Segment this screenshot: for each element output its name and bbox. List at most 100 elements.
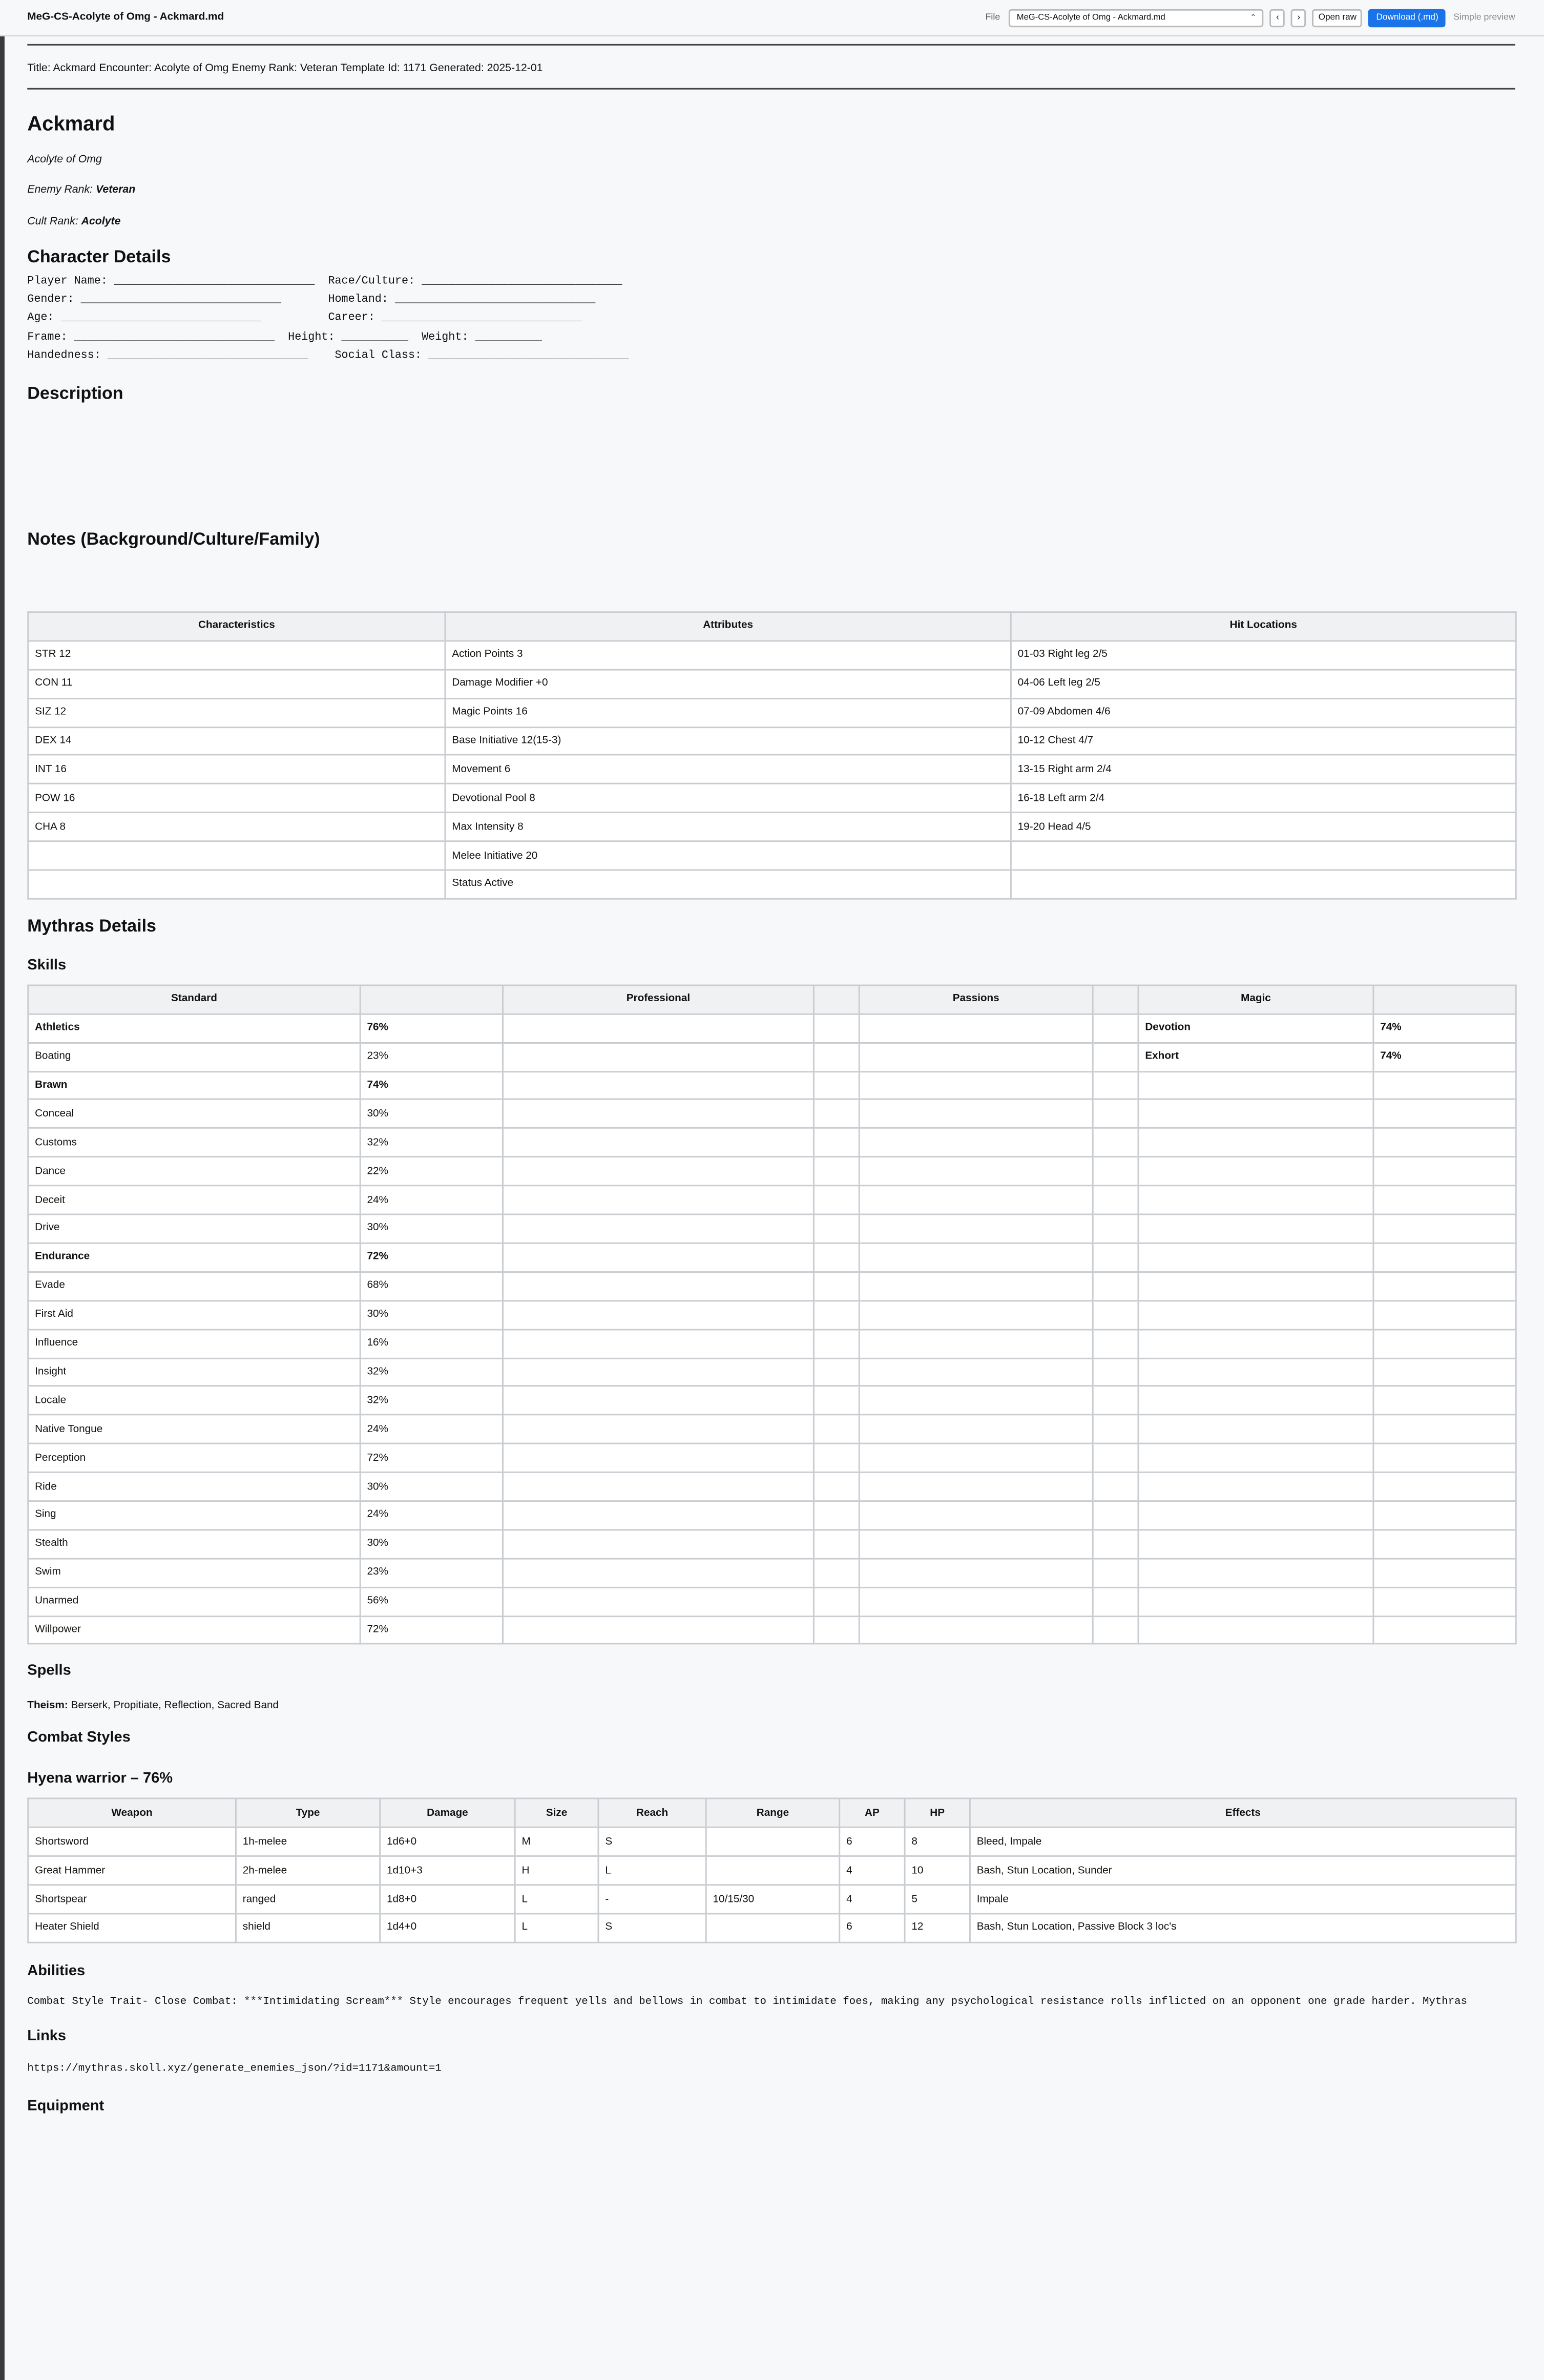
skill-value: 32% — [359, 1357, 504, 1388]
skill-name: Customs — [27, 1127, 361, 1158]
header-cell: Characteristics — [27, 611, 446, 642]
row: Influence 16% — [27, 1328, 1517, 1359]
simple-preview[interactable]: Simple preview — [1453, 13, 1515, 23]
sub-heading: Links — [27, 2028, 67, 2045]
file-select[interactable]: MeG-CS-Acolyte of Omg - Ackmard.md — [1009, 9, 1264, 28]
cell — [502, 1385, 815, 1416]
cell — [1372, 1070, 1517, 1101]
cell — [1372, 1213, 1517, 1244]
table: Characteristics Attributes Hit Locations ST… — [27, 611, 1517, 900]
cell — [1092, 1185, 1139, 1215]
sub-heading: Hyena warrior – 76% — [27, 1771, 173, 1788]
header-cell — [359, 984, 504, 1015]
cell — [1137, 1099, 1374, 1129]
cell — [812, 1042, 860, 1072]
skill-name: Deceit — [27, 1185, 361, 1215]
cell — [858, 1443, 1094, 1474]
cell: 13-15 Right arm 2/4 — [1010, 754, 1517, 785]
cell — [1092, 1271, 1139, 1301]
cell — [1092, 1156, 1139, 1187]
cell: Melee Initiative 20 — [444, 840, 1012, 871]
cell — [1137, 1271, 1374, 1301]
cell: S — [597, 1913, 707, 1943]
header-cell: Reach — [597, 1798, 707, 1829]
cell: H — [514, 1855, 599, 1886]
cell — [1092, 1557, 1139, 1588]
left-edge — [0, 0, 5, 2380]
subtitle: Acolyte of Omg — [27, 152, 102, 165]
download-button[interactable]: Download (.md) — [1368, 9, 1446, 28]
cell: DEX 14 — [27, 726, 446, 756]
skill-value: 24% — [359, 1185, 504, 1215]
cell — [1092, 1528, 1139, 1559]
cell — [1372, 1443, 1517, 1474]
skill-name: Locale — [27, 1385, 361, 1416]
skill-value: 30% — [359, 1528, 504, 1559]
header-cell: Standard — [27, 984, 361, 1015]
cell — [502, 1185, 815, 1215]
skill-name: Unarmed — [27, 1586, 361, 1617]
cell: 12 — [904, 1913, 971, 1943]
row: Stealth 30% — [27, 1528, 1517, 1559]
skill-value: 30% — [359, 1472, 504, 1502]
cell — [858, 1185, 1094, 1215]
open-raw-button[interactable]: Open raw — [1312, 9, 1363, 28]
cell — [812, 1099, 860, 1129]
cell: Impale — [969, 1884, 1517, 1915]
prev-button[interactable]: ‹ — [1270, 9, 1285, 28]
cell — [812, 1299, 860, 1330]
skill-value: 30% — [359, 1213, 504, 1244]
cell — [502, 1242, 815, 1273]
header-cell: Weapon — [27, 1798, 237, 1829]
cell — [812, 1385, 860, 1416]
header-cell: AP — [839, 1798, 906, 1829]
skill-value: 74% — [1372, 1013, 1517, 1044]
row: Swim 23% — [27, 1557, 1517, 1588]
cell — [858, 1414, 1094, 1445]
cell — [1137, 1443, 1374, 1474]
file-title: MeG-CS-Acolyte of Omg - Ackmard.md — [27, 12, 224, 23]
cell — [1092, 1127, 1139, 1158]
link[interactable]: https://mythras.skoll.xyz/generate_enemi… — [27, 2063, 442, 2075]
cell: 1d10+3 — [379, 1855, 516, 1886]
cell — [858, 1528, 1094, 1559]
cell — [1372, 1586, 1517, 1617]
header-cell: Effects — [969, 1798, 1517, 1829]
skill-value: 22% — [359, 1156, 504, 1187]
cell — [1092, 1013, 1139, 1044]
cell — [1092, 1385, 1139, 1416]
next-button[interactable]: › — [1291, 9, 1306, 28]
ranks: Enemy Rank: Veteran Cult Rank: Acolyte — [27, 183, 1515, 227]
row: Brawn 74% — [27, 1070, 1517, 1101]
skills-table-wrap: Standard Professional Passions Magic Athleti… — [27, 984, 1517, 1645]
cell: Action Points 3 — [444, 640, 1012, 671]
cell — [1092, 1414, 1139, 1445]
cell — [1137, 1185, 1374, 1215]
cell — [812, 1213, 860, 1244]
sub-heading: Spells — [27, 1663, 71, 1680]
cell — [858, 1099, 1094, 1129]
skill-name: Conceal — [27, 1099, 361, 1129]
cell: 07-09 Abdomen 4/6 — [1010, 697, 1517, 728]
skill-value: 23% — [359, 1042, 504, 1072]
toolbar: MeG-CS-Acolyte of Omg - Ackmard.md File … — [0, 0, 1544, 37]
cell: - — [597, 1884, 707, 1915]
cell — [502, 1328, 815, 1359]
cell: Damage Modifier +0 — [444, 669, 1012, 699]
cell — [812, 1586, 860, 1617]
sub-heading: Combat Styles — [27, 1730, 131, 1747]
row: Melee Initiative 20 — [27, 840, 1517, 871]
row: Drive 30% — [27, 1213, 1517, 1244]
header-cell: Hit Locations — [1010, 611, 1517, 642]
row: Ride 30% — [27, 1472, 1517, 1502]
row: POW 16 Devotional Pool 8 16-18 Left arm 2/… — [27, 783, 1517, 814]
cell: 10/15/30 — [705, 1884, 841, 1915]
cell — [858, 1242, 1094, 1273]
skill-name: Dance — [27, 1156, 361, 1187]
cell — [812, 1472, 860, 1502]
cell — [502, 1070, 815, 1101]
cell: 19-20 Head 4/5 — [1010, 812, 1517, 842]
row: Endurance 72% — [27, 1242, 1517, 1273]
cell — [858, 1557, 1094, 1588]
cell: 6 — [839, 1913, 906, 1943]
